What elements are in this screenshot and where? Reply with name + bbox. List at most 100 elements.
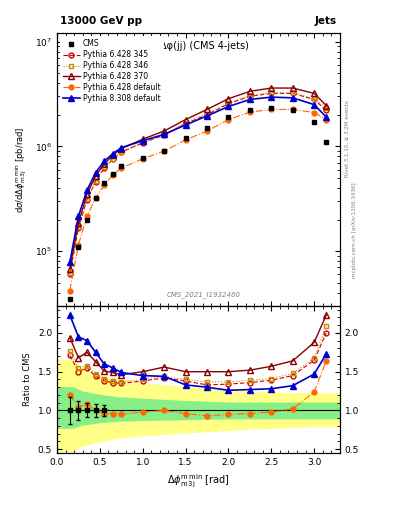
Pythia 8.308 default [290,95,295,101]
Pythia 6.428 346 [76,224,81,230]
Pythia 6.428 default [290,106,295,113]
Pythia 6.428 default [93,195,98,201]
Pythia 6.428 370 [290,85,295,91]
CMS [119,163,124,169]
Pythia 6.428 345 [248,93,252,99]
Pythia 6.428 346 [183,120,188,126]
Pythia 6.428 345 [68,271,72,278]
Pythia 6.428 345 [290,90,295,96]
Line: Pythia 6.428 370: Pythia 6.428 370 [70,88,326,269]
Pythia 6.428 346 [205,111,209,117]
Pythia 8.308 default [226,103,231,110]
Pythia 6.428 345 [140,140,145,146]
Pythia 8.308 default [110,151,115,157]
Pythia 6.428 370 [140,136,145,142]
Pythia 6.428 345 [183,120,188,126]
Pythia 8.308 default [269,94,274,100]
Pythia 6.428 346 [110,156,115,162]
Pythia 8.308 default [102,158,107,164]
CMS [140,155,145,161]
Line: Pythia 6.428 346: Pythia 6.428 346 [70,93,326,273]
CMS [84,217,89,223]
CMS [68,296,72,302]
Text: 13000 GeV pp: 13000 GeV pp [60,16,142,27]
Pythia 8.308 default [84,187,89,194]
Line: Pythia 6.428 default: Pythia 6.428 default [70,110,326,290]
Y-axis label: Ratio to CMS: Ratio to CMS [23,353,32,407]
Pythia 6.428 345 [269,90,274,96]
Pythia 6.428 345 [226,101,231,107]
Text: Jets: Jets [315,16,337,27]
Pythia 6.428 346 [93,178,98,184]
Pythia 6.428 default [269,106,274,113]
CMS [93,195,98,201]
Legend: CMS, Pythia 6.428 345, Pythia 6.428 346, Pythia 6.428 370, Pythia 6.428 default,: CMS, Pythia 6.428 345, Pythia 6.428 346,… [60,36,164,106]
Pythia 6.428 default [248,109,252,115]
Pythia 6.428 default [205,128,209,134]
Pythia 6.428 346 [269,90,274,96]
Pythia 6.428 370 [84,191,89,197]
Pythia 6.428 346 [119,148,124,155]
Pythia 6.428 345 [93,179,98,185]
Pythia 8.308 default [162,131,167,137]
CMS [226,114,231,120]
Pythia 6.428 346 [324,105,329,112]
Pythia 6.428 370 [226,96,231,102]
Pythia 6.428 default [226,117,231,123]
Pythia 6.428 default [119,165,124,171]
CMS [248,108,252,114]
Pythia 6.428 default [102,182,107,188]
Pythia 6.428 370 [324,102,329,109]
Pythia 6.428 370 [68,266,72,272]
Pythia 8.308 default [119,144,124,151]
CMS [110,170,115,177]
Pythia 6.428 346 [140,139,145,145]
Pythia 8.308 default [68,259,72,265]
Pythia 6.428 346 [312,96,317,102]
Pythia 6.428 370 [162,128,167,134]
Pythia 6.428 345 [84,197,89,203]
Line: CMS: CMS [68,106,329,301]
Pythia 6.428 345 [76,225,81,231]
Pythia 6.428 345 [119,149,124,155]
Pythia 8.308 default [324,114,329,120]
Pythia 6.428 345 [162,132,167,138]
CMS [312,119,317,125]
Pythia 6.428 default [183,137,188,143]
Pythia 6.428 default [162,148,167,154]
Pythia 8.308 default [76,213,81,219]
Pythia 6.428 370 [110,152,115,158]
Pythia 6.428 370 [76,220,81,226]
CMS [324,139,329,145]
Pythia 8.308 default [183,122,188,128]
Pythia 6.428 345 [324,108,329,114]
Text: Rivet 3.1.10, ≥ 3.2M events: Rivet 3.1.10, ≥ 3.2M events [345,100,350,177]
Pythia 6.428 default [110,172,115,178]
CMS [76,244,81,250]
CMS [269,105,274,112]
Pythia 6.428 370 [102,161,107,167]
Pythia 6.428 default [76,242,81,248]
Pythia 6.428 default [324,117,329,123]
Pythia 6.428 370 [248,88,252,94]
CMS [162,148,167,154]
CMS [290,108,295,114]
Pythia 8.308 default [205,113,209,119]
Pythia 6.428 346 [84,196,89,202]
Text: CMS_2021_I1932460: CMS_2021_I1932460 [167,291,241,297]
Pythia 6.428 345 [312,96,317,102]
Pythia 8.308 default [312,101,317,108]
Pythia 6.428 default [140,156,145,162]
Pythia 6.428 346 [248,93,252,99]
Line: Pythia 6.428 345: Pythia 6.428 345 [70,93,326,274]
Pythia 6.428 346 [68,270,72,276]
Pythia 6.428 370 [93,173,98,179]
Pythia 8.308 default [248,96,252,102]
Pythia 6.428 default [84,213,89,219]
CMS [183,135,188,141]
Pythia 6.428 346 [102,164,107,170]
Pythia 8.308 default [93,169,98,176]
Pythia 6.428 346 [162,131,167,137]
Pythia 6.428 345 [102,165,107,171]
Pythia 6.428 default [68,287,72,293]
